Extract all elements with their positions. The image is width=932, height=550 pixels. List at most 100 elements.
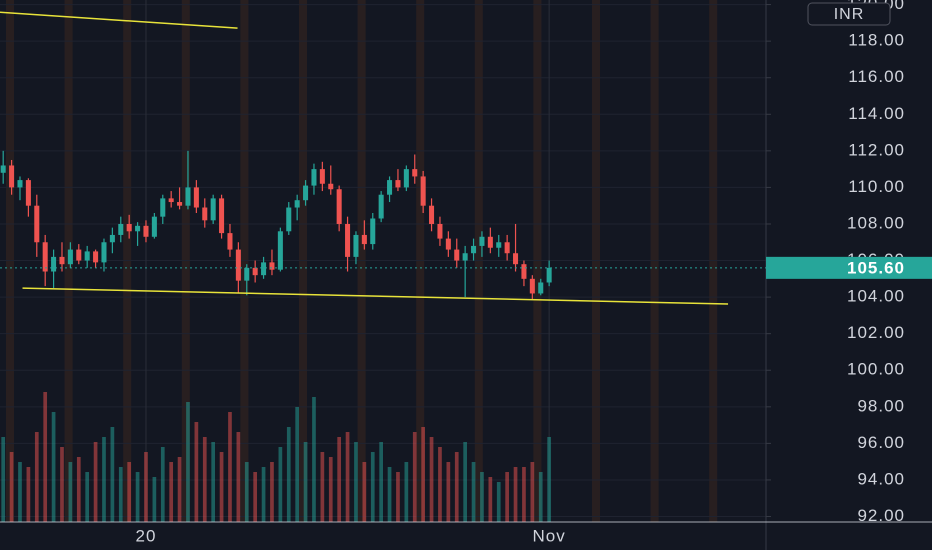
volume-bar [463, 442, 467, 522]
volume-bar [160, 447, 165, 522]
candle-body [487, 236, 493, 248]
volume-bar [522, 467, 526, 522]
volume-bar [488, 477, 493, 522]
candle-body [361, 234, 367, 245]
y-tick-label: 112.00 [848, 140, 905, 159]
volume-bar [270, 462, 274, 522]
candle-body [101, 242, 107, 263]
candle-body [34, 205, 40, 243]
candle-body [277, 231, 283, 270]
y-tick-label: 116.00 [848, 67, 905, 86]
candle-body [445, 238, 451, 250]
y-tick-label: 118.00 [848, 31, 905, 50]
candle-body [177, 202, 183, 206]
volume-bar [362, 462, 367, 522]
candle-body [454, 249, 460, 261]
candle-body [210, 198, 216, 221]
candle-body [244, 267, 250, 281]
candle-body [193, 187, 199, 208]
volume-bar [43, 392, 48, 522]
candle-body [496, 242, 502, 248]
volume-bar [144, 452, 148, 522]
candle-body [67, 249, 73, 265]
y-tick-label: 96.00 [857, 433, 905, 452]
candle-body [370, 218, 376, 245]
candle-body [25, 180, 31, 206]
volume-bar [471, 462, 476, 522]
candle-body [227, 233, 233, 250]
volume-bar [286, 427, 291, 522]
volume-bar [135, 472, 140, 522]
volume-bar [51, 412, 56, 522]
candle-body [504, 242, 510, 254]
candle-body [303, 185, 309, 201]
candle-body [17, 180, 23, 188]
candle-body [462, 253, 468, 261]
candle-body [412, 169, 418, 177]
volume-bar [93, 442, 98, 522]
volume-bar [228, 412, 232, 522]
candle-body [42, 242, 48, 272]
volume-bar [236, 432, 241, 522]
volume-bar [102, 437, 106, 522]
volume-bar [18, 462, 22, 522]
y-tick-label: 110.00 [848, 177, 905, 196]
candle-body [345, 223, 351, 257]
currency-box[interactable] [807, 2, 891, 26]
candle-body [76, 249, 82, 261]
candle-body [202, 207, 208, 221]
volume-bar [244, 462, 249, 522]
x-tick-label: 20 [136, 526, 157, 545]
candle-body [319, 169, 325, 184]
candle-body [219, 198, 225, 234]
candle-body [336, 189, 342, 224]
candle-body [546, 267, 552, 283]
volume-bar [438, 447, 442, 522]
volume-bar [379, 442, 384, 522]
y-tick-label: 104.00 [847, 287, 905, 306]
candle-body [294, 200, 300, 208]
candle-body [93, 251, 99, 263]
volume-bar [127, 462, 132, 522]
candles [0, 150, 552, 299]
volume-bar [76, 457, 81, 522]
candle-body [420, 176, 426, 206]
candle-body [353, 234, 359, 257]
y-tick-label: 108.00 [847, 213, 905, 232]
candle-body [286, 207, 292, 232]
volume-bar [337, 437, 342, 522]
candle-body [118, 223, 124, 235]
candle-body [311, 169, 317, 186]
candle-body [269, 262, 275, 270]
volume-bar [194, 422, 199, 522]
volume-bar [34, 432, 39, 522]
candle-body [126, 223, 132, 232]
volume-bar [429, 437, 434, 522]
volume-bar [295, 407, 300, 522]
candle-body [143, 225, 149, 237]
candle-body [185, 187, 191, 206]
candle-body [429, 205, 435, 224]
candle-body [471, 245, 477, 254]
last-price-label: 105.60 [847, 258, 905, 277]
candle-body [235, 249, 241, 281]
volume-bar [454, 452, 459, 522]
currency-label[interactable]: INR [834, 6, 865, 23]
volume-bar [396, 472, 400, 522]
volume-bar [505, 472, 509, 522]
candle-body [59, 256, 65, 265]
volume-bar [177, 457, 182, 522]
y-tick-label: 102.00 [847, 323, 905, 342]
volume-bar [320, 452, 325, 522]
volume-bar [202, 437, 207, 522]
candle-body [437, 223, 443, 239]
candle-body [378, 194, 384, 219]
candle-body [109, 234, 115, 243]
candle-body [51, 256, 57, 272]
y-tick-label: 94.00 [857, 469, 905, 488]
volume-bar [118, 467, 123, 522]
candle-body [160, 198, 166, 217]
candle-body [261, 262, 267, 276]
volume-bar [345, 432, 350, 522]
